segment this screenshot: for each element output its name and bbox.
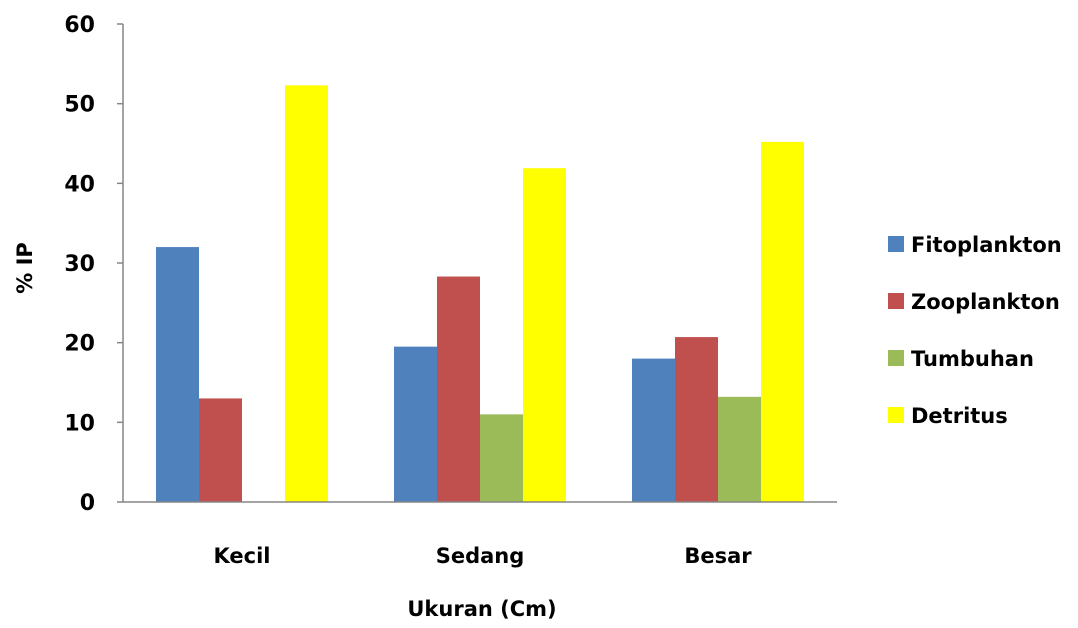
legend-label-fitoplankton: Fitoplankton <box>911 233 1062 257</box>
bar-detritus-besar <box>761 141 804 502</box>
x-axis-title: Ukuran (Cm) <box>407 597 556 621</box>
bar-zooplankton-sedang <box>437 276 480 502</box>
bar-zooplankton-kecil <box>199 398 242 502</box>
y-tick-label: 20 <box>64 332 95 357</box>
y-ticks-group: 0 10 20 30 40 50 60 <box>64 13 123 516</box>
x-tick-label: Kecil <box>214 544 271 568</box>
bar-tumbuhan-sedang <box>480 414 523 502</box>
legend-swatch-detritus <box>888 407 904 423</box>
legend: Fitoplankton Zooplankton Tumbuhan Detritus <box>888 233 1062 428</box>
x-tick-label: Sedang <box>436 544 525 568</box>
y-tick-label: 50 <box>64 93 95 118</box>
y-tick-label: 10 <box>64 411 95 436</box>
bar-detritus-sedang <box>523 168 566 503</box>
y-tick-label: 60 <box>64 13 95 38</box>
y-tick-label: 30 <box>64 252 95 277</box>
bars-group <box>156 85 804 503</box>
bar-zooplankton-besar <box>675 337 718 502</box>
bar-fitoplankton-sedang <box>394 346 437 502</box>
x-tick-label: Besar <box>684 544 752 568</box>
bar-tumbuhan-besar <box>718 396 761 502</box>
legend-swatch-fitoplankton <box>888 236 904 252</box>
bar-fitoplankton-kecil <box>156 247 199 502</box>
legend-label-detritus: Detritus <box>911 404 1008 428</box>
legend-label-tumbuhan: Tumbuhan <box>911 347 1034 371</box>
y-axis-title: % IP <box>13 242 37 294</box>
legend-label-zooplankton: Zooplankton <box>911 290 1060 314</box>
x-tick-labels-group: Kecil Sedang Besar <box>214 544 753 568</box>
legend-swatch-tumbuhan <box>888 350 904 366</box>
bar-detritus-kecil <box>285 85 328 503</box>
y-tick-label: 0 <box>80 491 95 516</box>
y-tick-label: 40 <box>64 172 95 197</box>
legend-swatch-zooplankton <box>888 293 904 309</box>
bar-fitoplankton-besar <box>632 358 675 502</box>
